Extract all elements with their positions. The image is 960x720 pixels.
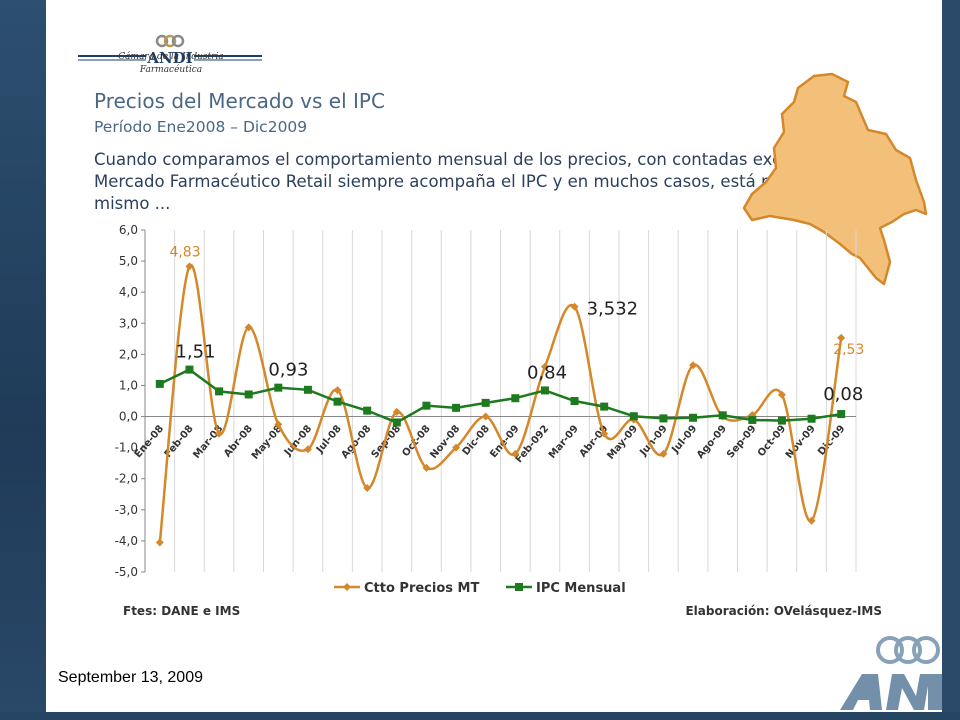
data-point-prices xyxy=(777,390,786,399)
data-point-prices xyxy=(215,429,224,438)
data-point-ipc xyxy=(392,418,401,427)
logo-brand-text: ANDI xyxy=(146,49,192,67)
x-tick-label: Dic-09 xyxy=(816,423,847,457)
data-point-prices xyxy=(540,362,549,371)
x-tick-label: Sep-09 xyxy=(725,423,759,460)
data-point-prices xyxy=(244,323,253,332)
data-point-ipc xyxy=(155,379,164,388)
line-chart: 6,0 5,0 4,0 3,0 2,0 1,0 0,0 -1,0 -2,0 -3,0 -4,0 -5,… xyxy=(115,223,882,618)
data-point-prices xyxy=(600,429,609,438)
data-point-ipc xyxy=(244,390,253,399)
y-tick-label: -3,0 xyxy=(115,503,138,517)
data-label: 2,53 xyxy=(833,342,864,358)
data-point-prices xyxy=(422,463,431,472)
data-label: 3,532 xyxy=(587,299,639,320)
data-point-prices xyxy=(659,449,668,458)
data-point-prices xyxy=(452,443,461,452)
slide-body-text: Cuando comparamos el comportamiento mens… xyxy=(94,150,880,213)
data-label: 4,83 xyxy=(169,244,200,260)
corner-logo-watermark xyxy=(840,636,942,710)
data-point-ipc xyxy=(511,394,520,403)
data-point-ipc xyxy=(422,401,431,410)
data-point-prices xyxy=(303,445,312,454)
data-label: 0,93 xyxy=(268,360,308,381)
corner-rings-icon xyxy=(876,636,940,664)
slide-title: Precios del Mercado vs el IPC xyxy=(94,89,385,113)
y-tick-label: 1,0 xyxy=(119,378,138,392)
chart-author-note: Elaboración: OVelásquez-IMS xyxy=(685,604,882,618)
data-point-ipc xyxy=(363,406,372,415)
legend-marker-prices xyxy=(343,583,351,591)
x-tick-label: Mar-09 xyxy=(547,423,581,461)
series-line-1 xyxy=(158,263,843,543)
data-point-prices xyxy=(837,333,846,342)
background-left-band xyxy=(0,0,46,720)
data-point-prices xyxy=(185,262,194,271)
data-point-ipc xyxy=(600,402,609,411)
legend-label-prices: Ctto Precios MT xyxy=(364,581,479,596)
y-tick-label: -1,0 xyxy=(115,441,138,455)
data-point-ipc xyxy=(333,397,342,406)
y-tick-label: -4,0 xyxy=(115,534,138,548)
chart-source-note: Ftes: DANE e IMS xyxy=(123,604,240,618)
data-point-ipc xyxy=(303,385,312,394)
data-point-ipc xyxy=(570,397,579,405)
andi-logo: ANDI xyxy=(78,34,262,67)
data-point-ipc xyxy=(777,416,786,425)
x-tick-label: Dic-08 xyxy=(461,423,492,457)
series-line-2 xyxy=(159,368,842,424)
data-point-ipc xyxy=(689,413,698,422)
data-point-prices xyxy=(570,302,579,311)
legend-marker-ipc xyxy=(515,583,523,591)
data-point-ipc xyxy=(837,410,846,419)
background-right-band xyxy=(942,0,960,720)
data-point-prices xyxy=(511,449,520,458)
y-tick-label: 5,0 xyxy=(119,254,138,268)
slide-subtitle: Período Ene2008 – Dic2009 xyxy=(94,118,308,136)
y-tick-label: 3,0 xyxy=(119,316,138,330)
data-point-ipc xyxy=(215,387,224,396)
data-label: 0,84 xyxy=(527,362,567,383)
data-point-prices xyxy=(481,412,490,421)
y-tick-label: 2,0 xyxy=(119,347,138,361)
x-tick-label: Ago-09 xyxy=(695,423,729,461)
logo-subtitle-line-2: Farmacéutica xyxy=(139,65,203,75)
y-tick-label: 4,0 xyxy=(119,285,138,299)
y-tick-label: 6,0 xyxy=(119,223,138,237)
data-point-ipc xyxy=(718,411,727,420)
data-point-prices xyxy=(363,484,372,493)
data-point-ipc xyxy=(274,383,283,392)
data-point-ipc xyxy=(659,414,668,423)
x-tick-label: Nov-09 xyxy=(784,423,818,461)
data-label: 0,08 xyxy=(823,384,863,405)
slide-date: September 13, 2009 xyxy=(58,669,203,686)
data-point-prices xyxy=(807,516,816,525)
y-tick-label: -5,0 xyxy=(115,565,138,579)
y-tick-label: 0,0 xyxy=(119,410,138,424)
data-point-ipc xyxy=(748,415,757,424)
y-tick-label: -2,0 xyxy=(115,472,138,486)
logo-subtitle-line-1: Cámara de la Industria xyxy=(118,52,224,62)
data-point-prices xyxy=(155,538,164,547)
logo-rings-icon xyxy=(155,34,185,48)
data-point-ipc xyxy=(185,365,194,374)
data-point-ipc xyxy=(481,398,490,407)
x-tick-label: Mar-08 xyxy=(191,423,225,461)
data-point-ipc xyxy=(452,403,461,412)
data-point-prices xyxy=(333,386,342,395)
x-tick-label: Nov-08 xyxy=(428,423,462,461)
data-point-prices xyxy=(689,361,698,370)
corner-andi-shape xyxy=(840,674,942,710)
logo-subtitle: Cámara de la Industria Farmacéutica xyxy=(96,51,246,77)
data-point-prices xyxy=(392,407,401,416)
data-point-ipc xyxy=(807,414,816,423)
legend-label-ipc: IPC Mensual xyxy=(536,581,626,596)
data-point-ipc xyxy=(629,412,638,421)
data-point-prices xyxy=(274,420,283,429)
data-label: 1,51 xyxy=(175,342,215,363)
background-bottom-band xyxy=(0,712,960,720)
colombia-map-icon xyxy=(742,72,928,286)
x-tick-label: Sep-08 xyxy=(369,423,403,460)
data-point-ipc xyxy=(540,386,549,395)
